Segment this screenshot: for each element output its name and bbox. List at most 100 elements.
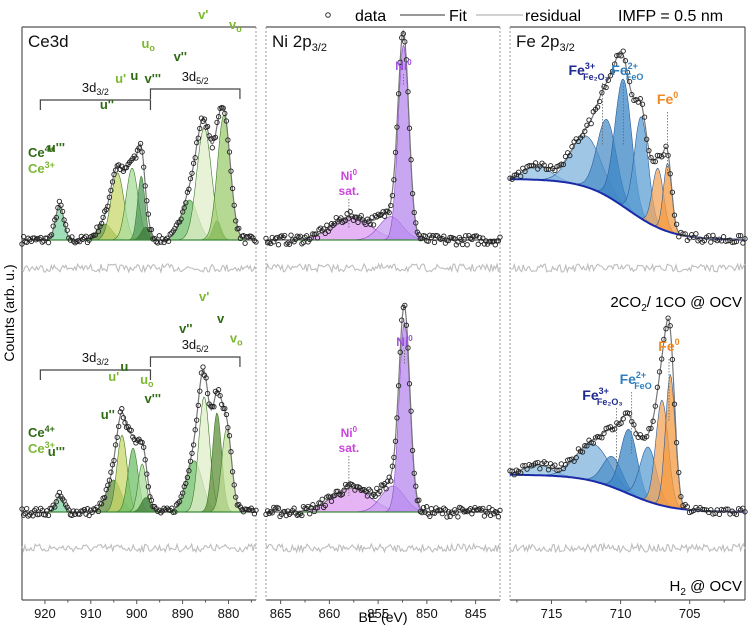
data-point: [395, 383, 402, 389]
data-point: [78, 508, 84, 514]
peak-label: Ni0: [395, 58, 412, 73]
peak-label-sup: 0: [353, 425, 358, 434]
data-point: [425, 238, 431, 244]
residual-line: [21, 262, 257, 275]
peak-label: v: [217, 311, 225, 326]
data-point: [631, 422, 637, 428]
x-tick-label: 920: [34, 606, 56, 621]
residual-line: [509, 262, 746, 274]
data-point: [223, 411, 230, 418]
data-point: [66, 507, 72, 513]
legend-fit-label: Fit: [449, 8, 467, 25]
data-point: [381, 213, 388, 219]
peak-label-sat: sat.: [339, 441, 360, 455]
data-point: [509, 176, 515, 182]
peak-label: Ni0: [396, 334, 413, 349]
data-point: [153, 506, 159, 512]
peak-label-main: u: [140, 372, 148, 387]
data-point: [47, 233, 53, 239]
data-point: [59, 208, 66, 215]
data-point: [453, 242, 459, 248]
panel-title-sub: 3/2: [559, 42, 574, 54]
data-point: [269, 510, 275, 516]
data-point: [225, 137, 231, 143]
data-point: [370, 222, 377, 228]
peak-label: Fe3+ Fe₂O₃: [568, 61, 608, 82]
data-point: [562, 462, 569, 468]
peak-label-sup: 2+: [628, 61, 638, 71]
peak-label-sat: sat.: [339, 184, 360, 198]
data-point: [395, 91, 402, 97]
peak-label-main: Fe: [568, 62, 585, 78]
peak-label-sub: o: [237, 337, 243, 347]
residual-line: [21, 542, 257, 554]
data-point: [441, 233, 447, 239]
data-point: [80, 236, 86, 242]
component-peak: [266, 44, 500, 241]
data-point: [250, 235, 256, 241]
data-point: [106, 194, 113, 200]
data-point: [656, 369, 663, 375]
data-point: [208, 136, 214, 142]
peak-label-main: Ni: [395, 59, 407, 73]
data-point: [338, 215, 344, 221]
peak-label: uo: [140, 372, 154, 389]
data-point: [142, 457, 148, 463]
peak-label-sup: 0: [353, 168, 358, 177]
peak-label: u: [130, 68, 138, 83]
data-point: [20, 233, 27, 240]
data-point: [141, 164, 147, 170]
peak-label-sub: FeO: [626, 72, 644, 82]
peak-label-sup: 3+: [585, 61, 595, 71]
data-point: [184, 189, 191, 195]
data-point: [413, 483, 419, 489]
peak-label: Fe0: [658, 337, 679, 354]
data-point: [103, 486, 109, 493]
data-point: [738, 232, 744, 239]
data-point: [155, 240, 161, 246]
data-point: [673, 221, 680, 227]
residual-line: [509, 541, 746, 554]
data-point: [481, 513, 488, 519]
data-point: [558, 461, 564, 467]
data-point: [374, 485, 380, 492]
data-point: [102, 208, 108, 214]
data-point: [215, 114, 222, 120]
peak-label-main: Fe: [657, 91, 674, 107]
peak-label: u: [120, 359, 128, 374]
data-point: [579, 449, 586, 455]
data-point: [678, 493, 684, 500]
data-point: [389, 192, 396, 199]
data-point: [532, 160, 539, 166]
data-point: [176, 219, 183, 225]
data-point: [528, 162, 535, 169]
data-point: [545, 467, 552, 473]
data-point: [665, 315, 671, 321]
data-point: [405, 345, 411, 351]
data-point: [327, 225, 333, 231]
data-point: [189, 450, 195, 456]
data-point: [223, 118, 230, 124]
data-point: [120, 415, 127, 421]
peak-label: u'': [100, 97, 114, 112]
data-point: [212, 134, 219, 141]
data-point: [228, 168, 234, 174]
data-point: [558, 161, 564, 167]
x-axis-label: BE (eV): [358, 609, 407, 625]
data-point: [240, 233, 247, 239]
data-point: [328, 221, 335, 227]
data-point: [180, 490, 186, 496]
data-point: [204, 123, 211, 130]
peak-label-main: v: [230, 330, 238, 345]
data-point: [148, 497, 155, 503]
data-point: [464, 242, 470, 248]
data-point: [402, 39, 408, 45]
data-point: [483, 508, 489, 515]
data-point: [114, 434, 120, 440]
data-point: [283, 512, 289, 519]
data-point: [367, 488, 374, 494]
data-point: [543, 166, 549, 173]
data-point: [582, 443, 588, 449]
data-point: [275, 242, 282, 248]
data-point: [742, 236, 748, 242]
